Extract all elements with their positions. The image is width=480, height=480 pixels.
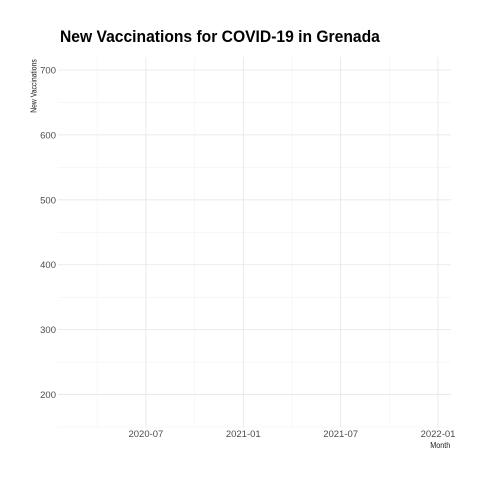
chart-title: New Vaccinations for COVID-19 in Grenada	[60, 27, 380, 46]
x-tick-labels: 2020-07 2021-01 2021-07 2022-01	[128, 429, 455, 440]
y-tick-label: 700	[40, 65, 56, 76]
x-tick-label: 2020-07	[128, 429, 163, 440]
y-tick-label: 300	[40, 325, 56, 336]
y-tick-label: 200	[40, 390, 56, 401]
x-tick-label: 2022-01	[421, 429, 456, 440]
plot-background	[58, 57, 451, 427]
major-grid	[58, 57, 451, 427]
x-tick-label: 2021-01	[226, 429, 261, 440]
x-axis-label: Month	[429, 441, 450, 450]
y-tick-label: 400	[40, 260, 56, 271]
x-tick-label: 2021-07	[323, 429, 358, 440]
y-tick-label: 500	[40, 195, 56, 206]
y-tick-label: 600	[40, 130, 56, 141]
y-tick-labels: 200 300 400 500 600 700	[40, 65, 56, 401]
minor-grid	[58, 57, 451, 428]
